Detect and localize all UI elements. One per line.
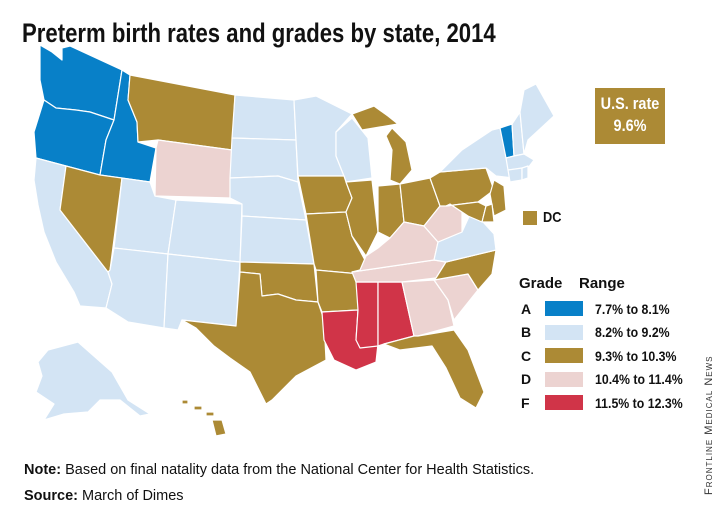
us-rate-label: U.S. rate (600, 94, 660, 113)
source-label: Source: (24, 488, 78, 504)
state-MS (355, 281, 379, 349)
legend-item: A 7.7% to 8.1% (519, 297, 695, 321)
legend-grade-header: Grade (519, 275, 563, 292)
legend-item: F 11.5% to 12.3% (519, 391, 695, 415)
state-HI-1 (181, 399, 189, 405)
dc-swatch (523, 210, 537, 225)
state-SD (229, 137, 299, 183)
legend-swatch (545, 395, 583, 411)
us-rate-box: U.S. rate 9.6% (595, 88, 665, 144)
state-NJ (489, 179, 507, 217)
footnote-label: Note: (24, 462, 62, 478)
state-CO (167, 199, 243, 263)
state-FL (383, 329, 485, 409)
state-RI (521, 165, 529, 181)
legend-grade: A (521, 300, 532, 317)
legend-grade: C (521, 347, 532, 364)
legend-range: 11.5% to 12.3% (595, 394, 683, 411)
state-KS (239, 215, 315, 265)
legend-range-header: Range (579, 275, 625, 292)
chart-title: Preterm birth rates and grades by state,… (22, 18, 496, 48)
dc-callout: DC (523, 209, 565, 226)
source-line: Source: March of Dimes (24, 488, 184, 504)
footnote: Note: Based on final natality data from … (24, 462, 534, 478)
legend-grade: B (521, 324, 532, 341)
state-VA (433, 209, 497, 263)
legend-swatch (545, 371, 583, 387)
state-TX (181, 271, 327, 405)
dc-label: DC (543, 209, 562, 226)
state-AZ (105, 247, 169, 329)
state-WI (335, 117, 373, 183)
legend-swatch (545, 301, 583, 317)
legend-item: B 8.2% to 9.2% (519, 321, 695, 345)
legend-item: C 9.3% to 10.3% (519, 344, 695, 368)
state-PA (429, 167, 495, 207)
source-text: March of Dimes (78, 488, 184, 504)
legend-grade: F (521, 394, 530, 411)
state-WY (154, 139, 233, 199)
state-MI (385, 127, 413, 185)
legend-range: 8.2% to 9.2% (595, 324, 670, 341)
state-ME (519, 83, 555, 155)
state-HI-4 (211, 419, 227, 437)
legend-header: Grade Range (519, 275, 695, 297)
legend-range: 10.4% to 11.4% (595, 371, 683, 388)
state-DE (481, 203, 495, 223)
legend-grade: D (521, 371, 532, 388)
publisher-credit: Frontline Medical News (703, 355, 715, 495)
state-MA (505, 153, 535, 171)
state-MI-upper (351, 105, 399, 131)
legend-swatch (545, 348, 583, 364)
state-IL (345, 179, 379, 257)
state-AK (35, 341, 151, 421)
state-MD (445, 201, 487, 223)
state-HI-3 (205, 411, 215, 417)
footnote-text: Based on final natality data from the Na… (61, 462, 535, 478)
us-rate-value: 9.6% (613, 116, 647, 135)
legend-range: 7.7% to 8.1% (595, 300, 670, 317)
state-MT (127, 74, 236, 151)
state-HI-2 (193, 405, 203, 411)
state-IA (297, 175, 353, 215)
state-CT (507, 167, 523, 183)
legend-item: D 10.4% to 11.4% (519, 368, 695, 392)
state-NM (163, 253, 241, 331)
state-ND (231, 94, 297, 141)
legend-swatch (545, 324, 583, 340)
state-NE (229, 175, 307, 221)
legend: Grade Range A 7.7% to 8.1% B 8.2% to 9.2… (519, 275, 695, 415)
legend-range: 9.3% to 10.3% (595, 347, 677, 364)
